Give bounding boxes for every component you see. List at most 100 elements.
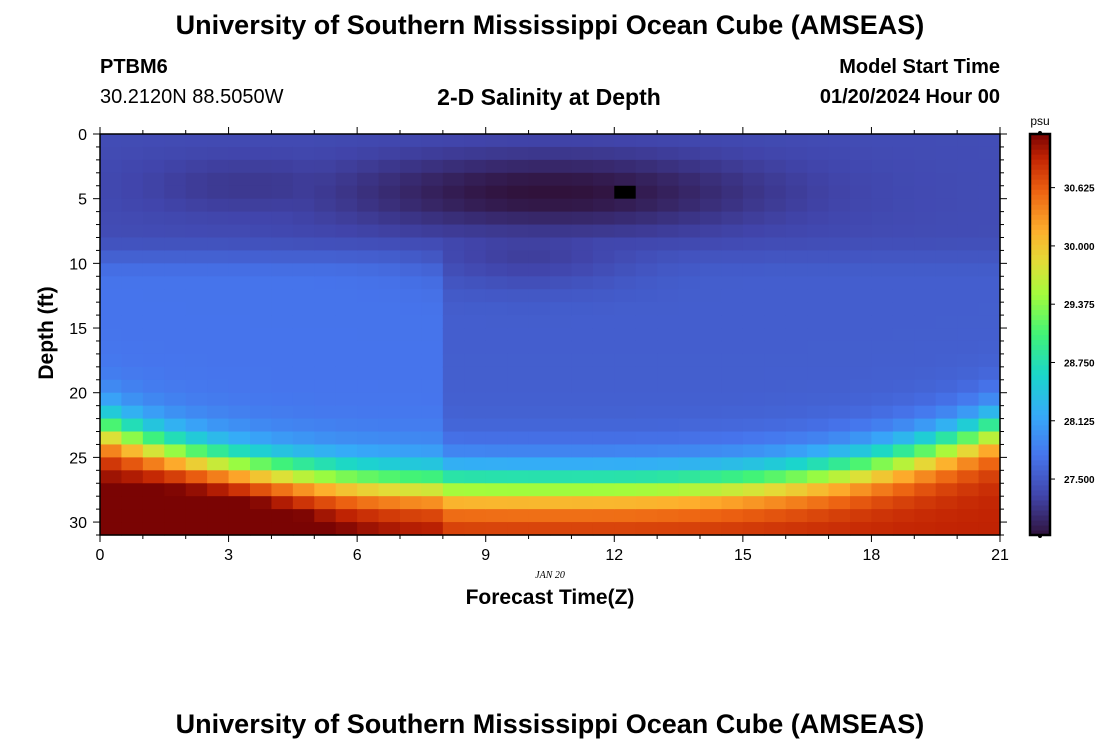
heatmap-cell xyxy=(871,522,894,536)
heatmap-cell xyxy=(592,263,615,277)
heatmap-cell xyxy=(442,496,465,510)
heatmap-cell xyxy=(635,198,658,213)
heatmap-cell xyxy=(871,237,894,252)
heatmap-cell xyxy=(357,431,380,446)
heatmap-cell xyxy=(721,405,744,420)
heatmap-cell xyxy=(592,340,615,355)
heatmap-cell xyxy=(400,146,423,161)
heatmap-cell xyxy=(507,146,530,161)
heatmap-cell xyxy=(292,444,315,458)
heatmap-cell xyxy=(914,237,937,252)
heatmap-cell xyxy=(292,146,315,161)
heatmap-cell xyxy=(314,379,337,394)
heatmap-cell xyxy=(635,328,658,342)
heatmap-cell xyxy=(464,237,487,252)
heatmap-cell xyxy=(528,470,551,484)
heatmap-cell xyxy=(978,366,1001,381)
heatmap-cell xyxy=(828,405,851,420)
heatmap-cell xyxy=(978,198,1001,213)
heatmap-cell xyxy=(871,431,894,446)
heatmap-cell xyxy=(978,431,1001,446)
heatmap-cell xyxy=(507,470,530,484)
heatmap-cell xyxy=(742,289,765,303)
heatmap-cell xyxy=(207,353,230,368)
heatmap-cell xyxy=(228,483,251,497)
heatmap-cell xyxy=(121,315,144,329)
heatmap-cell xyxy=(485,289,508,303)
heatmap-cell xyxy=(292,198,315,213)
heatmap-cell xyxy=(828,418,851,433)
colorbar-segment xyxy=(1030,464,1050,471)
heatmap-cell xyxy=(378,250,401,264)
heatmap-cell xyxy=(314,340,337,355)
heatmap-cell xyxy=(314,522,337,536)
heatmap-cell xyxy=(700,418,723,433)
heatmap-cell xyxy=(250,315,273,329)
heatmap-cell xyxy=(914,366,937,381)
heatmap-cell xyxy=(121,431,144,446)
heatmap-cell xyxy=(250,418,273,433)
heatmap-cell xyxy=(442,289,465,303)
heatmap-cell xyxy=(121,302,144,316)
heatmap-cell xyxy=(571,250,594,264)
heatmap-cell xyxy=(485,198,508,213)
heatmap-cell xyxy=(657,263,680,277)
heatmap-cell xyxy=(100,302,123,316)
heatmap-cell xyxy=(957,224,980,239)
heatmap-cell xyxy=(314,289,337,303)
heatmap-cell xyxy=(764,328,787,342)
heatmap-cell xyxy=(185,457,208,471)
heatmap-cell xyxy=(657,522,680,536)
heatmap-cell xyxy=(850,444,873,458)
heatmap-cell xyxy=(764,340,787,355)
heatmap-cell xyxy=(442,263,465,277)
heatmap-cell xyxy=(657,237,680,252)
heatmap-cell xyxy=(335,470,358,484)
heatmap-cell xyxy=(357,418,380,433)
heatmap-cell xyxy=(678,237,701,252)
heatmap-cell xyxy=(314,431,337,446)
heatmap-cell xyxy=(507,328,530,342)
heatmap-cell xyxy=(228,470,251,484)
heatmap-cell xyxy=(292,237,315,252)
heatmap-cell xyxy=(657,379,680,394)
heatmap-cell xyxy=(828,172,851,187)
heatmap-cell xyxy=(935,198,958,213)
heatmap-cell xyxy=(100,444,123,458)
colorbar-segment xyxy=(1030,419,1050,426)
heatmap-cell xyxy=(592,224,615,239)
heatmap-cell xyxy=(571,146,594,161)
heatmap-cell xyxy=(764,276,787,290)
heatmap-cell xyxy=(421,276,444,290)
heatmap-cell xyxy=(357,470,380,484)
heatmap-cell xyxy=(442,522,465,536)
heatmap-cell xyxy=(892,276,915,290)
heatmap-cell xyxy=(614,353,637,368)
heatmap-cell xyxy=(807,353,830,368)
heatmap-cell xyxy=(207,328,230,342)
heatmap-cell xyxy=(550,263,573,277)
heatmap-cell xyxy=(142,392,165,407)
heatmap-cell xyxy=(292,224,315,239)
heatmap-cell xyxy=(571,444,594,458)
colorbar-segment xyxy=(1030,289,1050,295)
heatmap-cell xyxy=(828,198,851,213)
heatmap-cell xyxy=(271,405,294,420)
heatmap-cell xyxy=(357,289,380,303)
heatmap-cell xyxy=(121,496,144,510)
heatmap-cell xyxy=(250,392,273,407)
heatmap-cell xyxy=(785,444,808,458)
heatmap-cell xyxy=(121,159,144,174)
heatmap-cell xyxy=(357,457,380,471)
heatmap-cell xyxy=(635,250,658,264)
heatmap-cell xyxy=(292,509,315,523)
heatmap-cell xyxy=(785,250,808,264)
heatmap-cell xyxy=(785,263,808,277)
heatmap-cell xyxy=(250,379,273,394)
colorbar-segment xyxy=(1030,444,1050,451)
heatmap-cell xyxy=(335,353,358,368)
heatmap-cell xyxy=(250,159,273,174)
heatmap-cell xyxy=(850,198,873,213)
y-tick-label: 15 xyxy=(69,321,87,338)
heatmap-cell xyxy=(314,457,337,471)
